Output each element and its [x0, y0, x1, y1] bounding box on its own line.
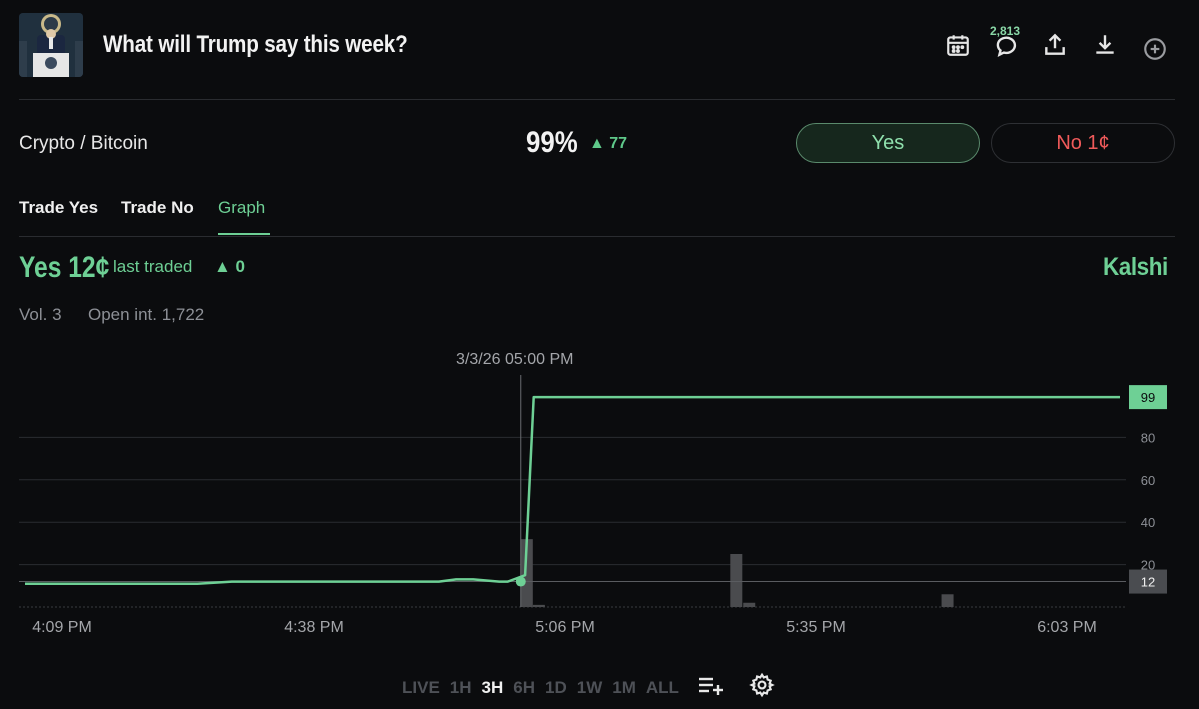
y-tick-label: 80	[1141, 430, 1155, 445]
x-tick-label: 5:35 PM	[786, 619, 846, 636]
market-title: What will Trump say this week?	[103, 31, 408, 58]
tab-trade-no[interactable]: Trade No	[121, 198, 194, 217]
volume-bar	[743, 602, 756, 607]
volume-bar	[520, 539, 533, 607]
probability-change: ▲ 77	[589, 135, 628, 152]
comment-icon[interactable]	[994, 32, 1020, 58]
download-icon[interactable]	[1092, 32, 1118, 58]
y-tick-label: 20	[1141, 558, 1155, 573]
range-option-1h[interactable]: 1H	[449, 677, 472, 697]
last-traded-label: last traded	[113, 257, 193, 276]
x-tick-label: 5:06 PM	[535, 619, 595, 636]
range-option-all[interactable]: ALL	[645, 677, 679, 697]
x-tick-label: 4:38 PM	[284, 619, 344, 636]
no-button[interactable]: No 1¢	[991, 123, 1175, 163]
kalshi-logo: Kalshi	[1103, 253, 1168, 281]
range-option-3h[interactable]: 3H	[481, 677, 504, 697]
share-icon[interactable]	[1042, 32, 1068, 58]
price-line	[25, 395, 1120, 585]
range-option-1d[interactable]: 1D	[545, 677, 567, 697]
y-tick-label: 40	[1141, 515, 1155, 530]
playlist-add-icon[interactable]	[697, 674, 725, 701]
volume-bar	[941, 594, 954, 607]
crosshair-value-tag	[1129, 569, 1167, 594]
open-interest-stat: Open int. 1,722	[88, 305, 205, 324]
crosshair-point	[515, 576, 526, 587]
volume-bar	[730, 554, 743, 607]
crosshair-value-label: 12	[1141, 575, 1155, 590]
crosshair-time-label: 3/3/26 05:00 PM	[456, 351, 573, 368]
y-tick-label: 60	[1141, 473, 1155, 488]
market-thumbnail	[19, 13, 83, 77]
current-value-tag	[1129, 385, 1167, 410]
yes-price: Yes 12¢	[19, 251, 110, 284]
yes-button[interactable]: Yes	[796, 123, 980, 163]
header-divider	[19, 99, 1175, 100]
range-option-1w[interactable]: 1W	[576, 677, 603, 697]
active-tab-indicator	[218, 233, 270, 235]
current-value-label: 99	[1141, 390, 1155, 405]
market-category: Crypto / Bitcoin	[19, 133, 148, 154]
probability-value: 99%	[526, 126, 578, 159]
tabs-divider	[19, 236, 1175, 237]
add-icon[interactable]	[1142, 36, 1166, 60]
price-chart[interactable]: 20 40 60 80 3/3/26 05:00 PM 99 12 4:09 PM 4:38 P…	[0, 340, 1199, 640]
range-option-6h[interactable]: 6H	[513, 677, 535, 697]
tab-trade-yes[interactable]: Trade Yes	[19, 198, 99, 217]
range-selector: LIVE 1H 3H 6H 1D 1W 1M ALL	[402, 672, 775, 703]
settings-gear-icon[interactable]	[749, 672, 775, 703]
tab-graph[interactable]: Graph	[218, 198, 266, 217]
range-option-live[interactable]: LIVE	[402, 677, 440, 697]
volume-bar	[532, 604, 545, 607]
last-traded-change: ▲ 0	[214, 257, 246, 276]
volume-stat: Vol. 3	[19, 305, 62, 324]
calendar-icon[interactable]	[945, 32, 971, 58]
x-tick-label: 6:03 PM	[1037, 619, 1097, 636]
range-option-1m[interactable]: 1M	[612, 677, 636, 697]
comment-count-badge: 2,813	[990, 24, 1021, 38]
x-tick-label: 4:09 PM	[32, 619, 92, 636]
